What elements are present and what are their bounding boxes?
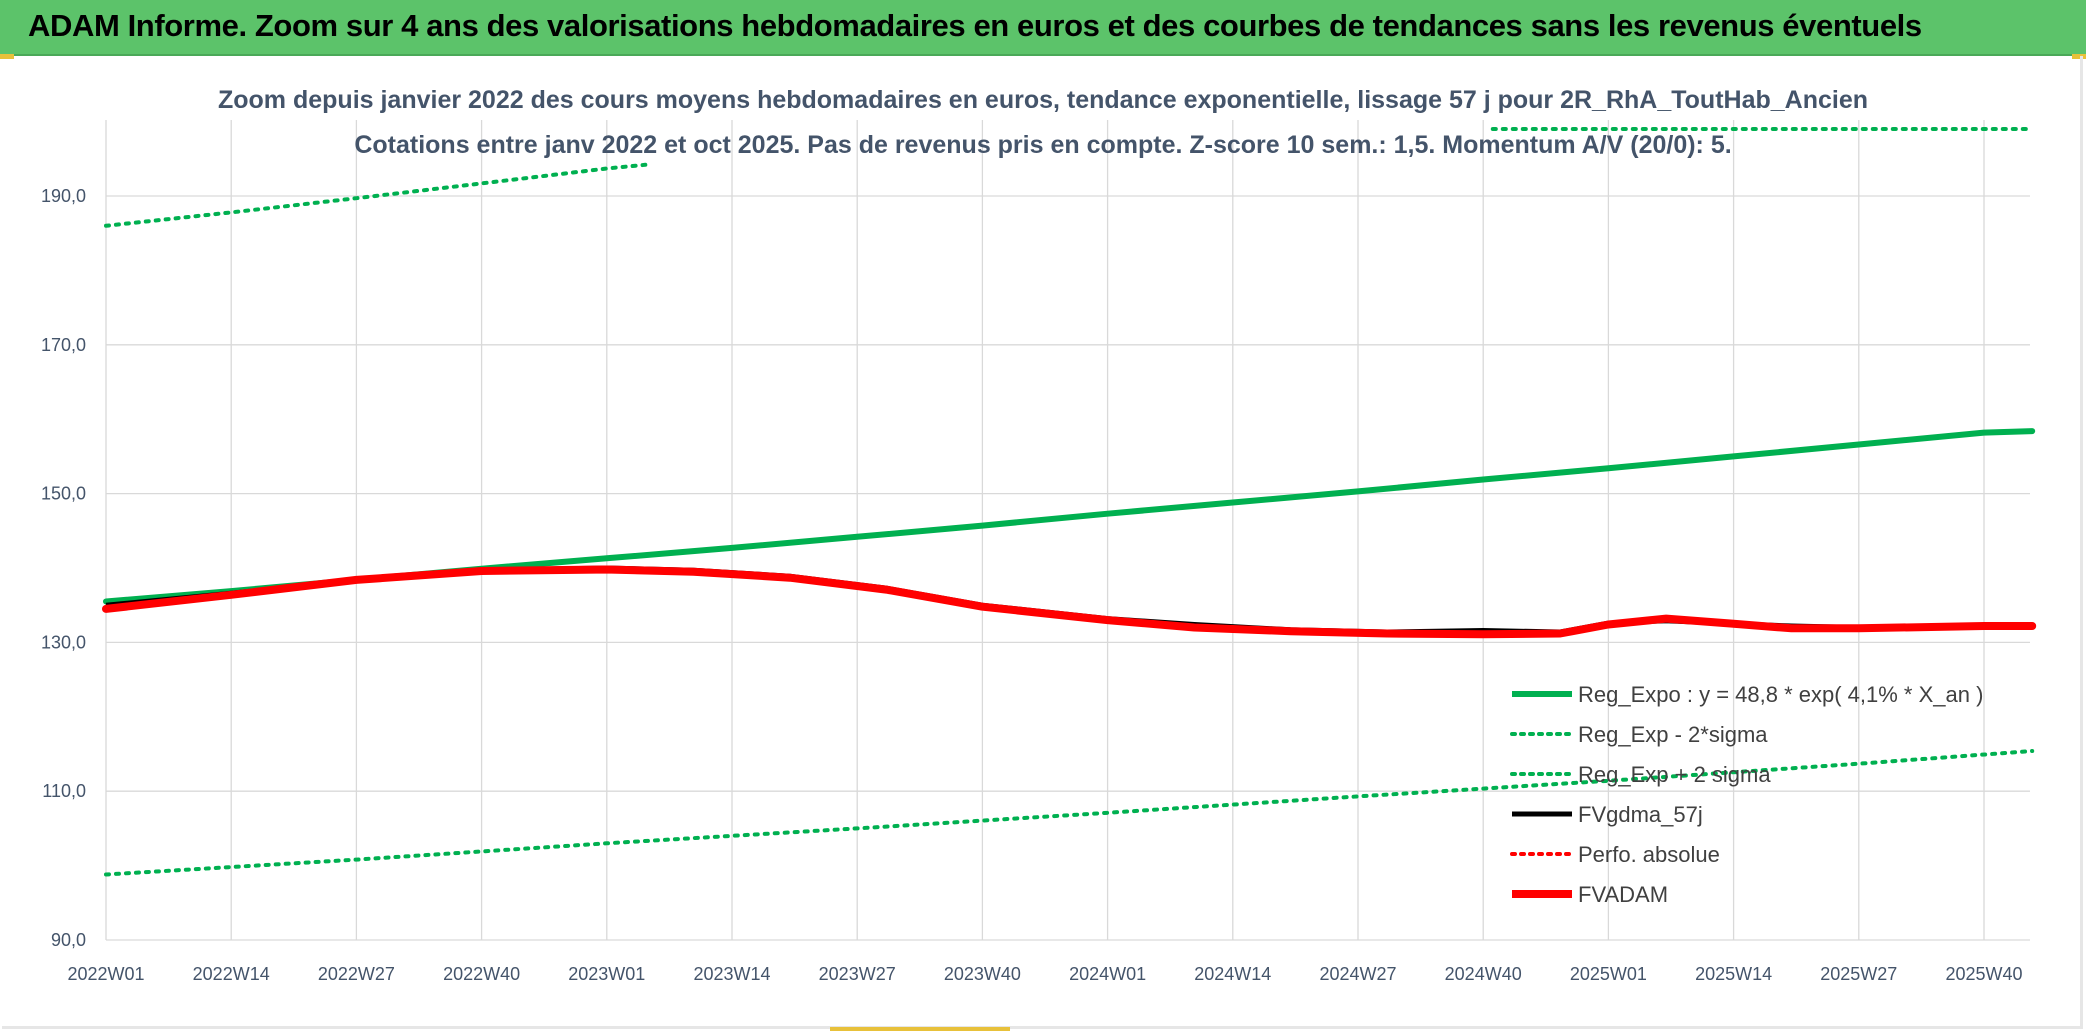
x-tick-label: 2024W40 <box>1445 964 1522 984</box>
chart-subtitle: Cotations entre janv 2022 et oct 2025. P… <box>354 131 1731 159</box>
bottom-accent <box>830 1027 1010 1031</box>
chart-series <box>102 127 2037 877</box>
x-tick-label: 2024W27 <box>1319 964 1396 984</box>
x-tick-label: 2025W14 <box>1695 964 1772 984</box>
legend-label: Reg_Exp + 2 sigma <box>1578 762 1771 787</box>
x-tick-label: 2024W01 <box>1069 964 1146 984</box>
x-tick-label: 2025W40 <box>1945 964 2022 984</box>
x-tick-label: 2023W01 <box>568 964 645 984</box>
x-tick-label: 2024W14 <box>1194 964 1271 984</box>
y-tick-label: 130,0 <box>41 632 86 652</box>
x-tick-label: 2022W27 <box>318 964 395 984</box>
y-tick-label: 110,0 <box>42 781 86 801</box>
x-tick-label: 2025W01 <box>1570 964 1647 984</box>
x-tick-label: 2023W27 <box>819 964 896 984</box>
report-banner: ADAM Informe. Zoom sur 4 ans des valoris… <box>0 0 2086 56</box>
corner-accent-right <box>2072 54 2086 59</box>
x-axis-ticks: 2022W01 2022W14 2022W27 2022W40 2023W01 2023W… <box>67 964 2022 984</box>
chart-grid <box>105 120 2030 941</box>
series-line-1 <box>104 749 2035 877</box>
x-tick-label: 2022W14 <box>193 964 270 984</box>
chart-frame <box>2 56 2083 1029</box>
x-tick-label: 2025W27 <box>1820 964 1897 984</box>
x-tick-label: 2023W40 <box>944 964 1021 984</box>
y-tick-label: 190,0 <box>41 186 86 206</box>
chart-title: Zoom depuis janvier 2022 des cours moyen… <box>218 86 1868 114</box>
series-line-5 <box>102 565 2037 639</box>
x-tick-label: 2022W40 <box>443 964 520 984</box>
y-tick-label: 90,0 <box>51 930 86 950</box>
x-tick-label: 2023W14 <box>693 964 770 984</box>
legend-label: Perfo. absolue <box>1578 842 1720 867</box>
corner-accent-left <box>0 54 14 59</box>
legend-label: Reg_Exp - 2*sigma <box>1578 722 1768 747</box>
chart-legend: Reg_Expo : y = 48,8 * exp( 4,1% * X_an )… <box>1510 682 1983 907</box>
y-axis-ticks: 90,0 110,0 130,0 150,0 170,0 190,0 <box>41 186 86 950</box>
x-tick-label: 2022W01 <box>67 964 144 984</box>
y-tick-label: 150,0 <box>41 484 86 504</box>
y-tick-label: 170,0 <box>41 335 86 355</box>
legend-label: Reg_Expo : y = 48,8 * exp( 4,1% * X_an ) <box>1578 682 1983 707</box>
legend-label: FVgdma_57j <box>1578 802 1703 827</box>
legend-label: FVADAM <box>1578 882 1668 907</box>
series-line-2 <box>104 162 648 228</box>
report-banner-title: ADAM Informe. Zoom sur 4 ans des valoris… <box>28 8 1922 43</box>
